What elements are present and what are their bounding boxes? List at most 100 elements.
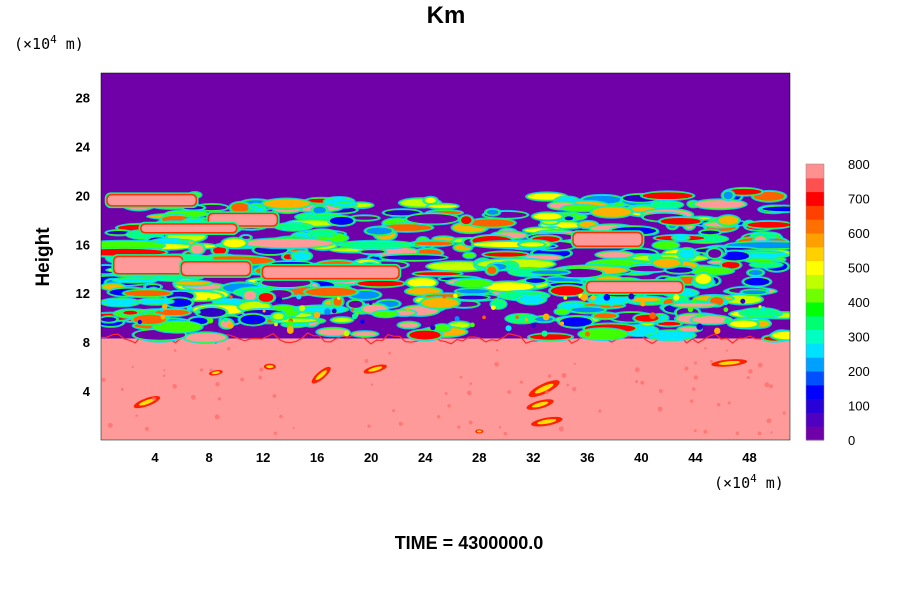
contour-dot xyxy=(454,316,460,322)
contour-dot xyxy=(442,294,447,299)
colorbar-ticks: 800 700 600 500 400 300 200 100 0 xyxy=(848,157,870,448)
contour-blob xyxy=(692,316,731,324)
contour-blob xyxy=(155,309,190,316)
contour-blob xyxy=(101,248,166,256)
speckle xyxy=(716,402,721,407)
speckle xyxy=(693,429,697,433)
speckle xyxy=(162,374,166,378)
colorbar-tick-label: 0 xyxy=(848,433,855,448)
speckle xyxy=(226,346,231,351)
contour-dot xyxy=(351,313,358,320)
speckle xyxy=(144,426,150,432)
contour-dot xyxy=(723,307,729,313)
colorbar-tick-label: 700 xyxy=(848,192,870,207)
contour-dot xyxy=(640,301,646,307)
contour-blob xyxy=(556,309,568,314)
contour-blob xyxy=(741,309,779,317)
contour-blob xyxy=(597,252,633,258)
contour-blob xyxy=(469,219,514,227)
speckle xyxy=(635,380,639,384)
contour-blob xyxy=(241,235,250,240)
x-tick-label: 4 xyxy=(151,450,159,465)
contour-blob xyxy=(318,328,348,336)
speckle xyxy=(447,404,451,408)
contour-blob xyxy=(293,252,311,260)
contour-blob xyxy=(529,334,572,340)
contour-dot xyxy=(227,322,234,329)
hot-spot xyxy=(263,363,276,370)
contour-dot xyxy=(649,312,657,320)
lower-region xyxy=(101,338,790,440)
speckle xyxy=(120,387,124,391)
contour-blob xyxy=(114,278,155,282)
x-tick-label: 28 xyxy=(472,450,486,465)
speckle xyxy=(364,359,369,363)
speckle xyxy=(209,368,213,373)
contour-blob xyxy=(399,322,419,328)
contour-blob xyxy=(101,299,139,306)
contour-dot xyxy=(296,294,302,300)
speckle xyxy=(748,369,753,374)
speckle xyxy=(272,394,277,398)
contour-blob xyxy=(647,331,694,340)
colorbar-tick-label: 100 xyxy=(848,399,870,414)
speckle xyxy=(764,382,770,388)
contour-blob xyxy=(231,202,250,213)
hot-spot xyxy=(526,399,554,410)
contour-blob xyxy=(255,206,265,212)
contour-blob xyxy=(414,241,453,246)
contour-dot xyxy=(253,320,258,325)
hot-spot xyxy=(363,364,387,374)
contour-blob xyxy=(560,317,592,327)
contour-dot xyxy=(299,305,306,312)
contour-blob xyxy=(653,258,681,268)
x-tick-label: 48 xyxy=(742,450,756,465)
speckle xyxy=(173,349,177,352)
colorbar-frame xyxy=(805,163,825,441)
contour-blob xyxy=(593,313,617,319)
contour-dot xyxy=(343,330,350,337)
colorbar-segment xyxy=(806,357,824,372)
contour-blob xyxy=(185,333,226,342)
contour-field xyxy=(101,186,790,440)
speckle xyxy=(693,375,699,380)
contour-dot xyxy=(692,297,697,303)
contour-dot xyxy=(563,296,568,300)
contour-blob xyxy=(107,230,131,235)
colorbar-tick-label: 500 xyxy=(848,261,870,276)
contour-dot xyxy=(687,306,694,313)
contour-dot xyxy=(313,311,321,319)
speckle xyxy=(547,374,552,378)
speckle xyxy=(689,399,694,403)
speckle xyxy=(566,383,570,387)
colorbar-segment xyxy=(806,288,824,303)
contour-blob xyxy=(360,250,385,254)
contour-dot xyxy=(337,296,341,300)
contour-blob xyxy=(729,320,758,328)
contour-dot xyxy=(223,317,229,323)
x-tick-label: 12 xyxy=(256,450,270,465)
contour-blob xyxy=(338,241,414,248)
contour-blob xyxy=(654,242,678,249)
contour-blob xyxy=(154,322,201,332)
colorbar-segment xyxy=(806,205,824,220)
contour-blob xyxy=(531,270,569,275)
colorbar-segment xyxy=(806,371,824,386)
contour-blob xyxy=(486,209,499,215)
speckle xyxy=(273,431,277,435)
speckle xyxy=(519,380,523,384)
speckle xyxy=(725,349,728,352)
x-axis-unit: (×104 m) xyxy=(714,472,784,492)
colorbar-segment xyxy=(806,191,824,206)
x-tick-label: 40 xyxy=(634,450,648,465)
plot-frame xyxy=(100,72,791,441)
contour-dot xyxy=(160,314,166,320)
colorbar-segment xyxy=(806,426,824,441)
contour-blob xyxy=(550,286,584,296)
contour-blob xyxy=(691,268,733,274)
contour-blob xyxy=(660,217,701,225)
speckle xyxy=(498,426,502,429)
speckle xyxy=(259,367,264,372)
time-label: TIME = 4300000.0 xyxy=(395,533,544,553)
contour-dot xyxy=(350,308,355,312)
